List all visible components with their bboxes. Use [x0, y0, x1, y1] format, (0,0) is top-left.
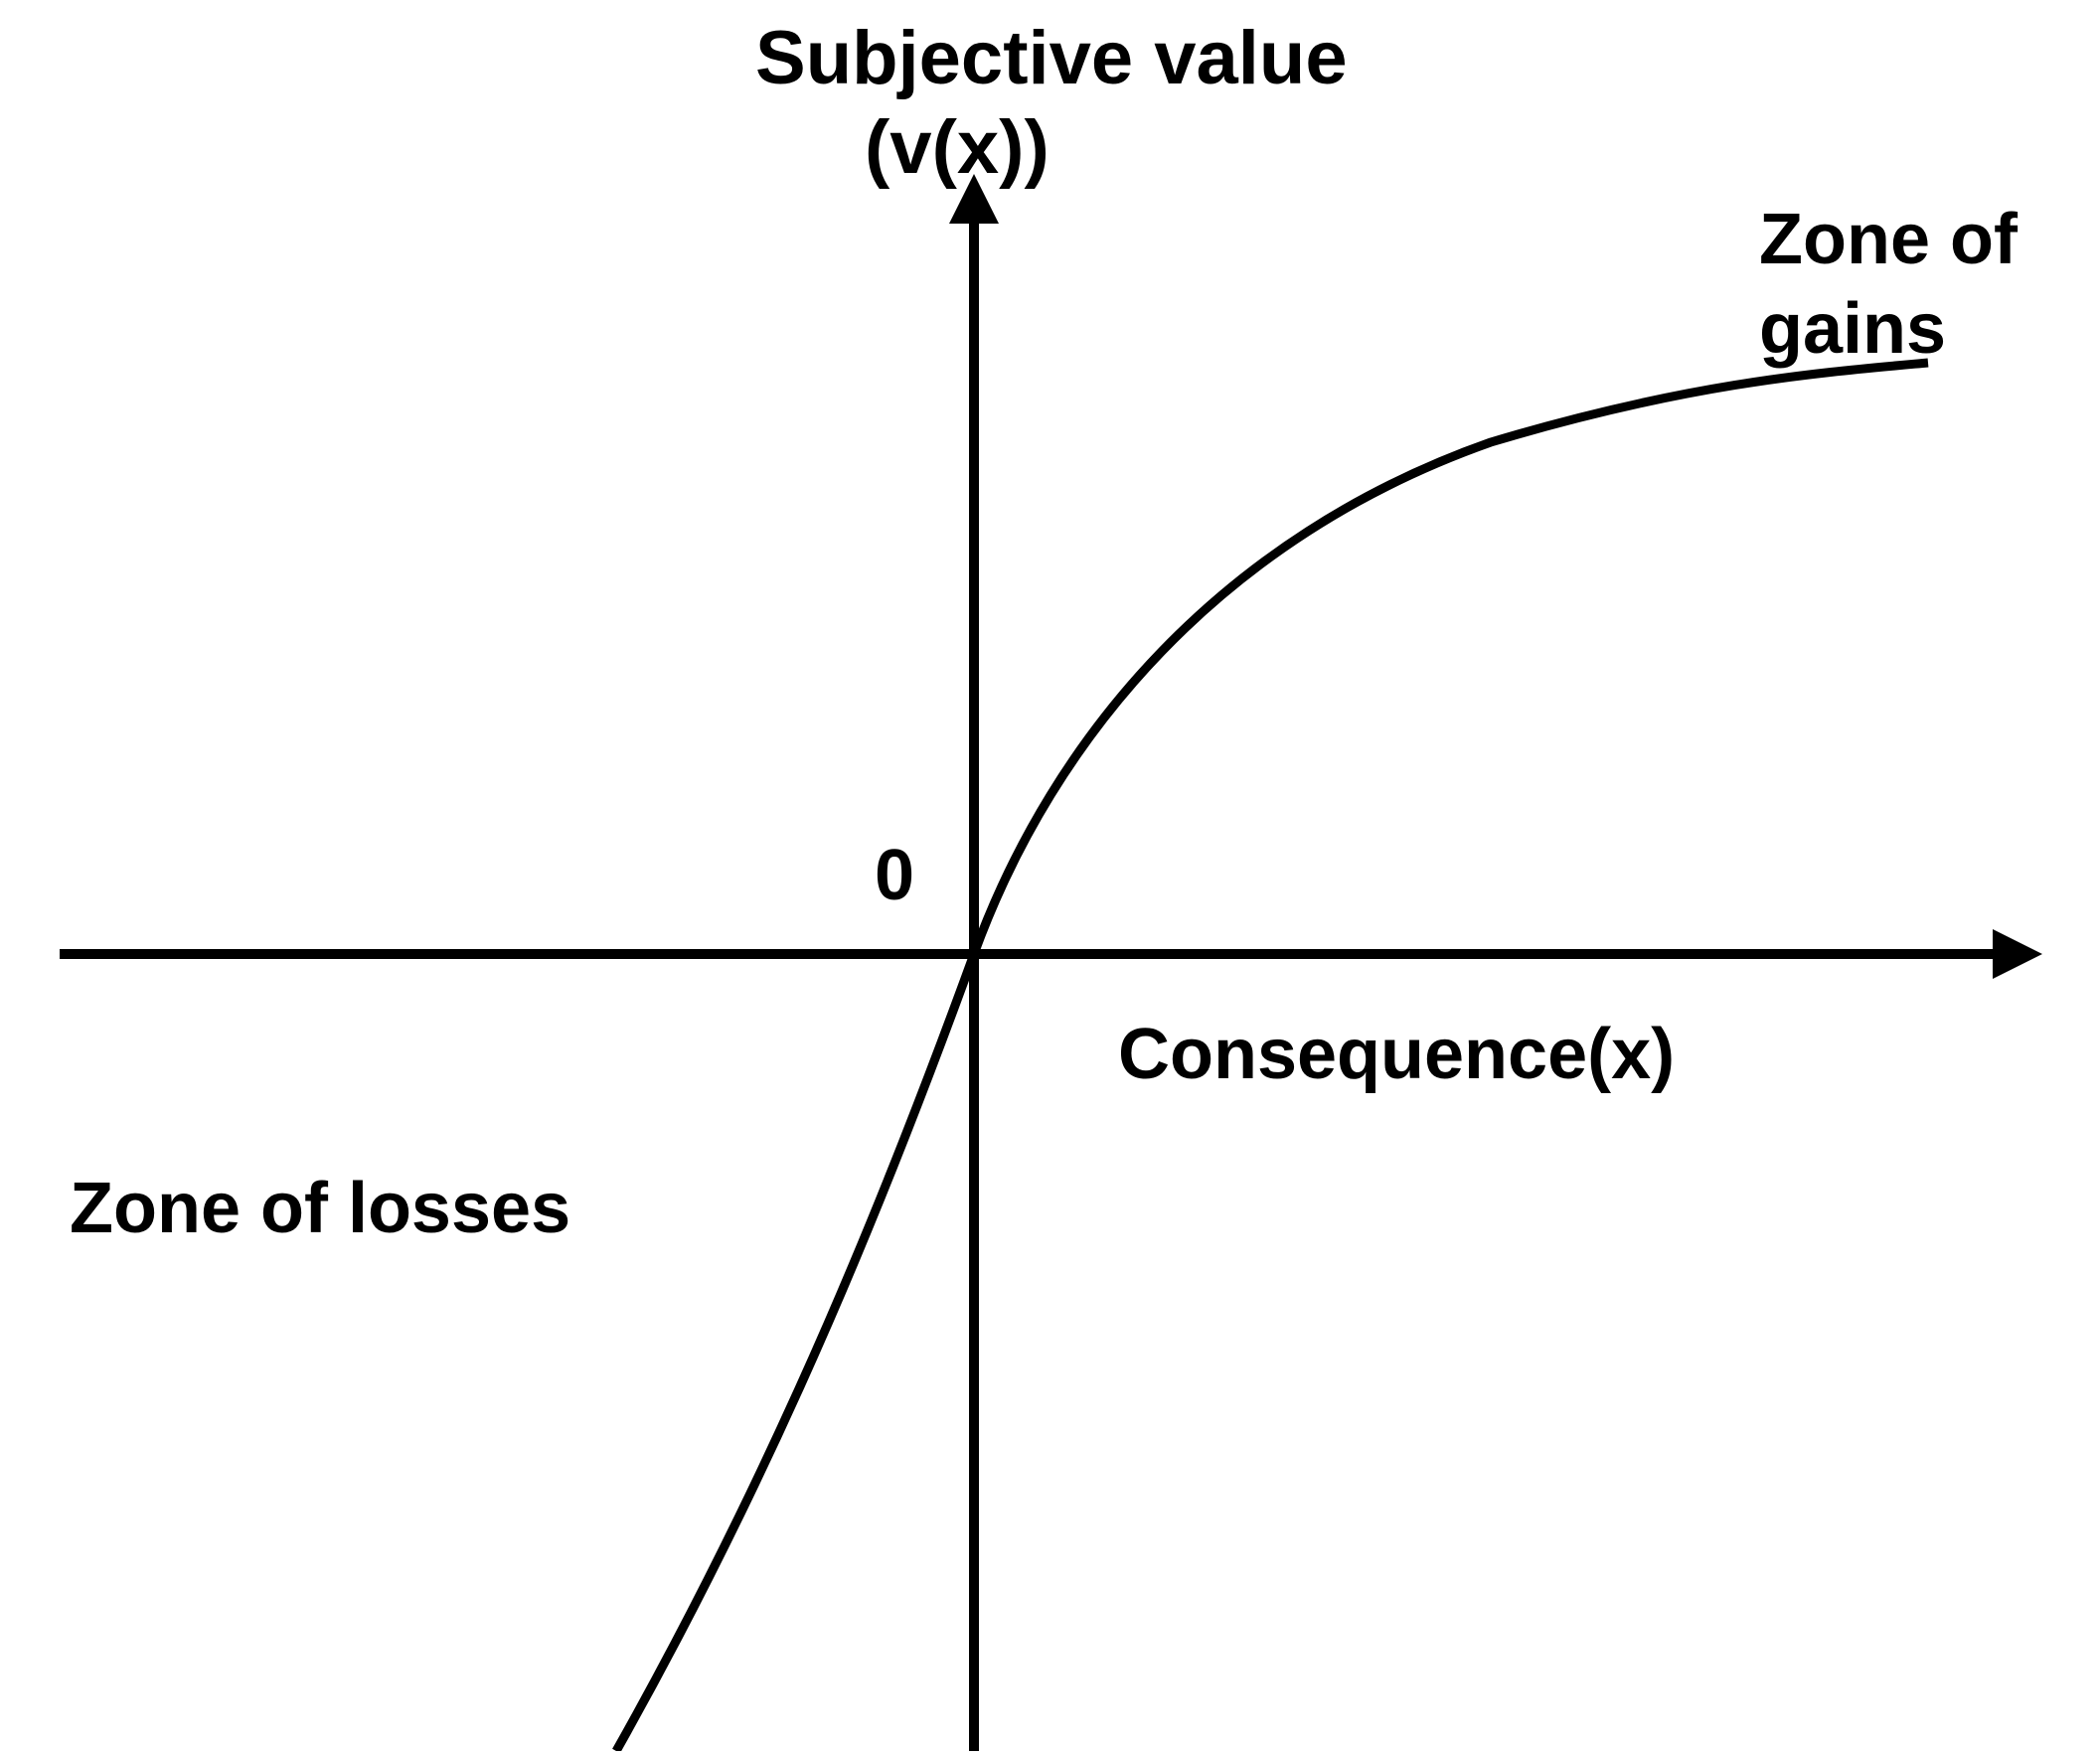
x-axis-label: Consequence(x)	[1118, 1014, 1675, 1095]
origin-label: 0	[875, 835, 914, 916]
x-axis-arrowhead-icon	[1993, 929, 2042, 979]
zone-of-losses-label: Zone of losses	[70, 1168, 570, 1249]
zone-of-gains-line2: gains	[1759, 288, 1946, 370]
value-function-diagram: Subjective value (v(x)) 0 Consequence(x)…	[0, 0, 2100, 1751]
y-axis-title-line1: Subjective value	[755, 15, 1348, 101]
zone-of-gains-line1: Zone of	[1759, 199, 2018, 280]
y-axis-title-line2: (v(x))	[865, 104, 1050, 191]
